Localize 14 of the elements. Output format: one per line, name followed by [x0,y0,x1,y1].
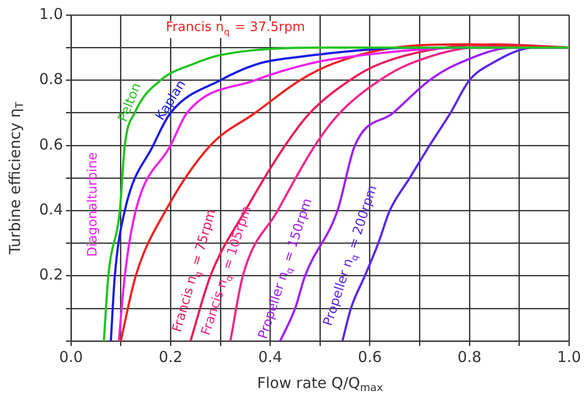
text: Diagonalturbine [86,152,102,256]
text: Francis n$_{q}$ = 37.5rpm [166,20,306,38]
x-tick-label: 0.4 [258,348,282,366]
y-tick-label: 0.4 [39,200,63,218]
x-tick-label: 0.2 [158,348,183,366]
x-tick-label: 0.6 [358,348,382,366]
y-tick-label: 0.2 [39,266,63,284]
x-tick-label: 0.0 [59,348,83,366]
x-tick-label: 1.0 [557,348,581,366]
x-tick-label: 0.8 [458,348,482,366]
y-tick-label: 0.8 [39,70,63,88]
y-tick-label: 0.6 [39,135,63,154]
y-axis-title: Turbine efficiency ηT [6,101,26,256]
y-tick-label: 1.0 [39,4,63,23]
